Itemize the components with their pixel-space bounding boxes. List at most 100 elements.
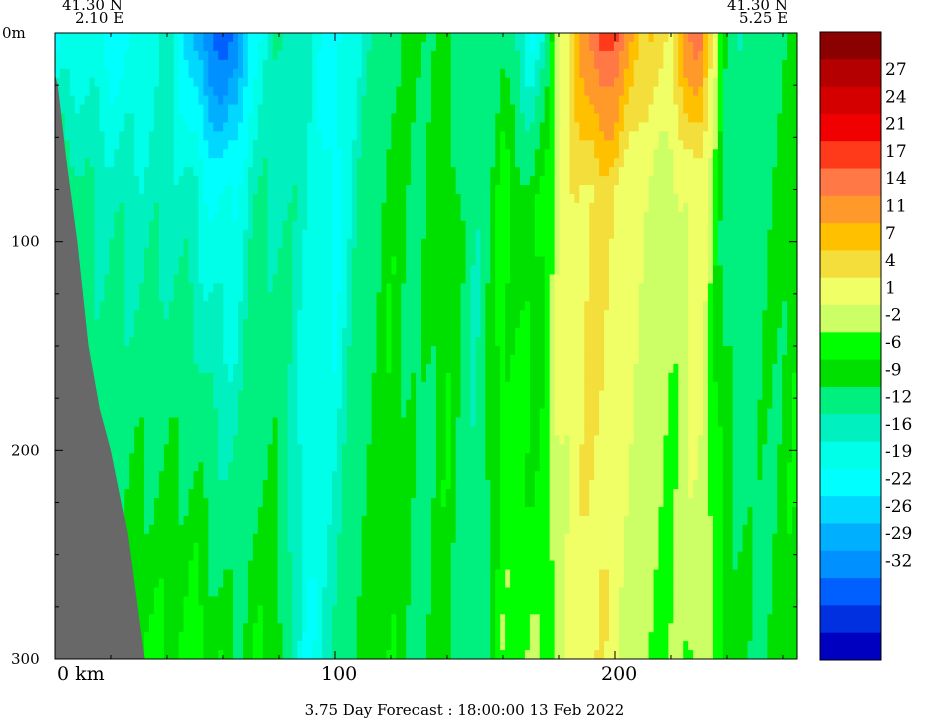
field-cell <box>193 515 200 526</box>
field-cell <box>153 444 160 454</box>
field-cell <box>381 292 388 302</box>
field-cell <box>371 515 378 526</box>
field-cell <box>84 211 91 222</box>
field-cell <box>252 328 259 338</box>
field-cell <box>396 426 402 437</box>
field-cell <box>257 444 264 454</box>
field-cell <box>114 354 120 365</box>
field-cell <box>262 462 269 472</box>
field-cell <box>371 77 378 88</box>
field-cell <box>193 363 200 374</box>
field-cell <box>346 444 353 454</box>
field-cell <box>173 417 180 428</box>
field-cell <box>366 319 373 329</box>
field-cell <box>134 426 140 437</box>
field-cell <box>282 149 289 159</box>
field-cell <box>198 408 204 419</box>
field-cell <box>381 524 388 535</box>
field-cell <box>277 587 284 597</box>
field-cell <box>282 408 289 419</box>
field-cell <box>153 551 160 562</box>
field-cell <box>406 149 412 159</box>
field-cell <box>252 33 259 43</box>
field-cell <box>223 86 229 97</box>
field-cell <box>148 95 155 106</box>
field-cell <box>406 247 412 258</box>
field-cell <box>297 238 303 249</box>
field-cell <box>238 167 244 177</box>
field-cell <box>119 238 125 249</box>
field-cell <box>233 140 239 150</box>
field-cell <box>282 256 289 267</box>
field-cell <box>218 524 224 535</box>
field-cell <box>341 256 348 267</box>
field-cell <box>173 50 180 61</box>
field-cell <box>341 50 348 61</box>
field-cell <box>208 462 214 472</box>
field-cell <box>139 453 145 463</box>
field-cell <box>69 33 76 43</box>
field-cell <box>188 650 195 659</box>
field-cell <box>267 229 274 240</box>
field-cell <box>158 50 165 61</box>
field-cell <box>406 122 412 132</box>
field-cell <box>144 489 150 499</box>
field-cell <box>124 283 130 293</box>
field-cell <box>381 220 388 231</box>
field-cell <box>203 256 209 267</box>
field-cell <box>376 551 383 562</box>
field-cell <box>391 238 397 249</box>
field-cell <box>144 86 150 97</box>
field-cell <box>188 417 195 428</box>
field-cell <box>89 229 96 240</box>
field-cell <box>129 220 135 231</box>
field-cell <box>178 346 185 356</box>
field-cell <box>351 158 358 168</box>
field-cell <box>203 50 209 61</box>
field-cell <box>396 301 402 311</box>
field-cell <box>79 86 86 97</box>
field-cell <box>158 328 165 338</box>
field-cell <box>381 176 388 186</box>
field-cell <box>371 632 378 642</box>
field-cell <box>64 50 71 61</box>
field-cell <box>208 140 214 150</box>
field-cell <box>89 50 96 61</box>
field-cell <box>178 641 185 651</box>
field-cell <box>292 498 298 508</box>
field-cell <box>168 167 175 177</box>
field-cell <box>371 444 378 454</box>
field-cell <box>376 167 383 177</box>
field-cell <box>119 158 125 168</box>
field-cell <box>188 515 195 526</box>
field-cell <box>129 319 135 329</box>
field-cell <box>282 185 289 195</box>
field-cell <box>332 471 338 481</box>
field-cell <box>124 292 130 302</box>
field-cell <box>396 551 402 562</box>
field-cell <box>371 399 378 410</box>
field-cell <box>361 113 368 124</box>
field-cell <box>148 310 155 320</box>
field-cell <box>163 140 170 150</box>
field-cell <box>223 211 229 222</box>
field-cell <box>193 408 200 419</box>
field-cell <box>84 283 91 293</box>
field-cell <box>287 122 294 132</box>
field-cell <box>336 247 343 258</box>
field-cell <box>158 337 165 347</box>
field-cell <box>401 623 407 633</box>
field-cell <box>371 149 378 159</box>
field-cell <box>312 274 318 284</box>
field-cell <box>252 68 259 79</box>
field-cell <box>163 176 170 186</box>
field-cell <box>366 158 373 168</box>
field-cell <box>84 50 91 61</box>
field-cell <box>238 328 244 338</box>
field-cell <box>99 301 106 311</box>
field-cell <box>193 220 200 231</box>
field-cell <box>188 623 195 633</box>
field-cell <box>139 167 145 177</box>
field-cell <box>371 122 378 132</box>
field-cell <box>287 283 294 293</box>
